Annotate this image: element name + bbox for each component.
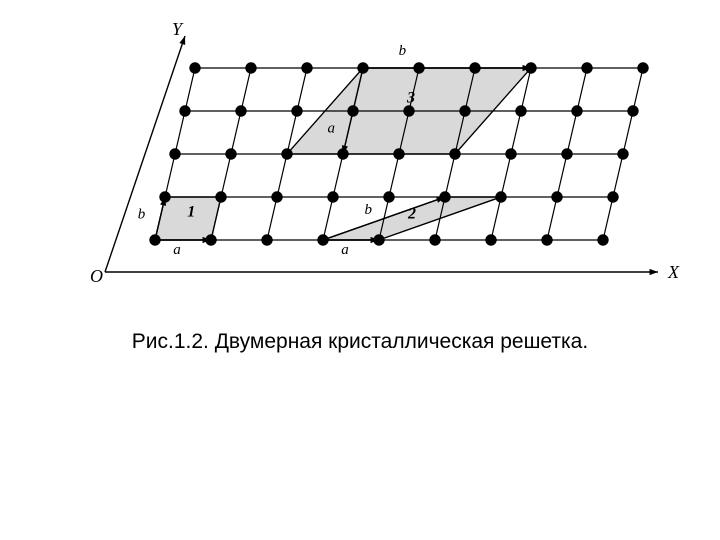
svg-text:1: 1 xyxy=(187,203,195,220)
svg-text:X: X xyxy=(667,262,680,282)
lattice-diagram: ab1ab2ab3XYO xyxy=(0,0,720,310)
svg-text:a: a xyxy=(327,121,335,137)
svg-text:O: O xyxy=(90,266,103,286)
svg-text:a: a xyxy=(173,242,181,258)
svg-text:b: b xyxy=(138,207,146,223)
svg-text:a: a xyxy=(341,242,349,258)
svg-text:b: b xyxy=(364,202,372,218)
svg-text:2: 2 xyxy=(407,206,416,223)
svg-text:3: 3 xyxy=(406,89,415,106)
figure-caption: Рис.1.2. Двумерная кристаллическая решет… xyxy=(0,330,720,354)
svg-text:b: b xyxy=(399,43,407,59)
